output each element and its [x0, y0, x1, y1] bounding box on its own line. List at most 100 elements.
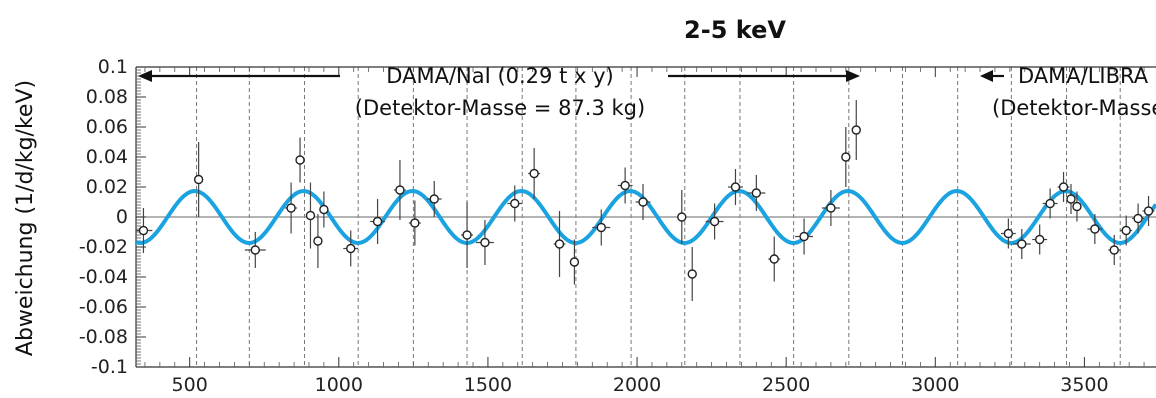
data-point [393, 160, 406, 220]
y-tick-label: -0.06 [79, 296, 128, 318]
y-axis-title: Abweichung (1/d/kg/keV) [13, 80, 38, 356]
data-point [1142, 196, 1155, 226]
data-points-layer [136, 100, 1155, 301]
point-marker [1045, 198, 1055, 209]
data-point [476, 220, 494, 265]
data-point [1066, 184, 1076, 214]
point-marker [410, 218, 420, 228]
data-point [851, 100, 861, 160]
point-marker [730, 182, 741, 192]
data-point [193, 142, 204, 217]
x-tick-label: 500 [172, 374, 208, 396]
point-marker [769, 254, 779, 264]
point-marker [529, 168, 539, 179]
point-marker [313, 236, 323, 246]
point-marker [462, 230, 472, 240]
point-marker [1003, 228, 1014, 239]
libra-label: DAMA/LIBRA [1018, 64, 1149, 88]
data-point [1132, 203, 1145, 234]
data-point [343, 230, 359, 267]
point-marker [1058, 182, 1069, 192]
point-marker [851, 125, 861, 135]
point-marker [841, 152, 851, 162]
y-tick-label: 0.1 [98, 56, 128, 78]
data-point [592, 209, 611, 246]
data-point [285, 182, 298, 234]
point-marker [1017, 239, 1027, 249]
y-tick-label: -0.08 [79, 326, 128, 348]
data-point [687, 247, 697, 301]
data-point [1032, 224, 1048, 255]
data-point [747, 175, 766, 211]
data-point [1087, 214, 1103, 244]
data-point [1042, 188, 1058, 219]
point-marker [554, 239, 565, 249]
annotations: DAMA/NaI (0.29 t x y) (Detektor-Masse = … [138, 64, 1156, 120]
point-marker [372, 216, 383, 227]
libra-mass-label: (Detektor-Masse = 232.8 kg) [992, 96, 1156, 120]
y-tick-label: 0 [116, 206, 128, 228]
data-point [313, 214, 323, 268]
data-point [705, 203, 724, 240]
y-tick-label: 0.04 [86, 146, 128, 168]
point-marker [826, 203, 836, 213]
point-marker [395, 185, 405, 195]
y-tick-label: -0.02 [79, 236, 128, 258]
point-marker [799, 231, 809, 242]
nai-arrow-right-head [846, 70, 860, 82]
point-marker [250, 245, 260, 255]
data-point [1012, 229, 1031, 259]
data-point [319, 191, 329, 228]
point-marker [709, 216, 720, 227]
point-marker [677, 212, 687, 222]
data-point [507, 185, 523, 222]
x-tick-label: 2500 [762, 374, 810, 396]
y-tick-label: 0.06 [86, 116, 128, 138]
data-point [841, 127, 851, 187]
point-marker [1133, 213, 1143, 224]
libra-arrow-left-head [980, 70, 993, 82]
point-marker [480, 237, 490, 248]
data-point [617, 167, 633, 204]
y-tick-label: -0.04 [79, 266, 128, 288]
y-tick-label: 0.08 [86, 86, 128, 108]
data-point [528, 148, 541, 199]
data-point [136, 208, 153, 253]
data-point [768, 236, 781, 282]
point-marker [305, 210, 316, 221]
nai-arrow-left-head [138, 70, 152, 82]
point-marker [295, 155, 305, 165]
x-tick-label: 1000 [315, 374, 363, 396]
point-marker [687, 269, 697, 279]
data-point [461, 202, 474, 268]
point-marker [138, 225, 149, 236]
point-marker [286, 203, 296, 213]
data-point [1108, 235, 1121, 265]
data-point [295, 137, 305, 183]
data-point [821, 190, 840, 226]
point-marker [1072, 201, 1082, 212]
data-point [553, 211, 566, 277]
point-marker [429, 194, 439, 204]
point-marker [1121, 225, 1131, 236]
axis-ticks: 0.1 0.08 0.06 0.04 0.02 0 -0.02 -0.04 -0.06 -0.08… [79, 56, 1145, 396]
data-point [1000, 218, 1016, 249]
data-point [1057, 172, 1070, 202]
point-marker [1109, 245, 1119, 255]
point-marker [193, 174, 204, 185]
x-tick-label: 2000 [613, 374, 661, 396]
data-point [677, 190, 687, 244]
x-tick-label: 3500 [1060, 374, 1108, 396]
point-marker [620, 180, 630, 191]
data-point [728, 169, 743, 205]
y-tick-label: -0.1 [91, 356, 128, 378]
point-marker [1066, 194, 1076, 204]
point-marker [1090, 224, 1100, 234]
data-point [408, 200, 421, 246]
nai-mass-label: (Detektor-Masse = 87.3 kg) [355, 96, 645, 120]
point-marker [638, 197, 648, 207]
data-point [426, 181, 442, 217]
data-point [370, 199, 386, 244]
point-marker [510, 198, 520, 209]
